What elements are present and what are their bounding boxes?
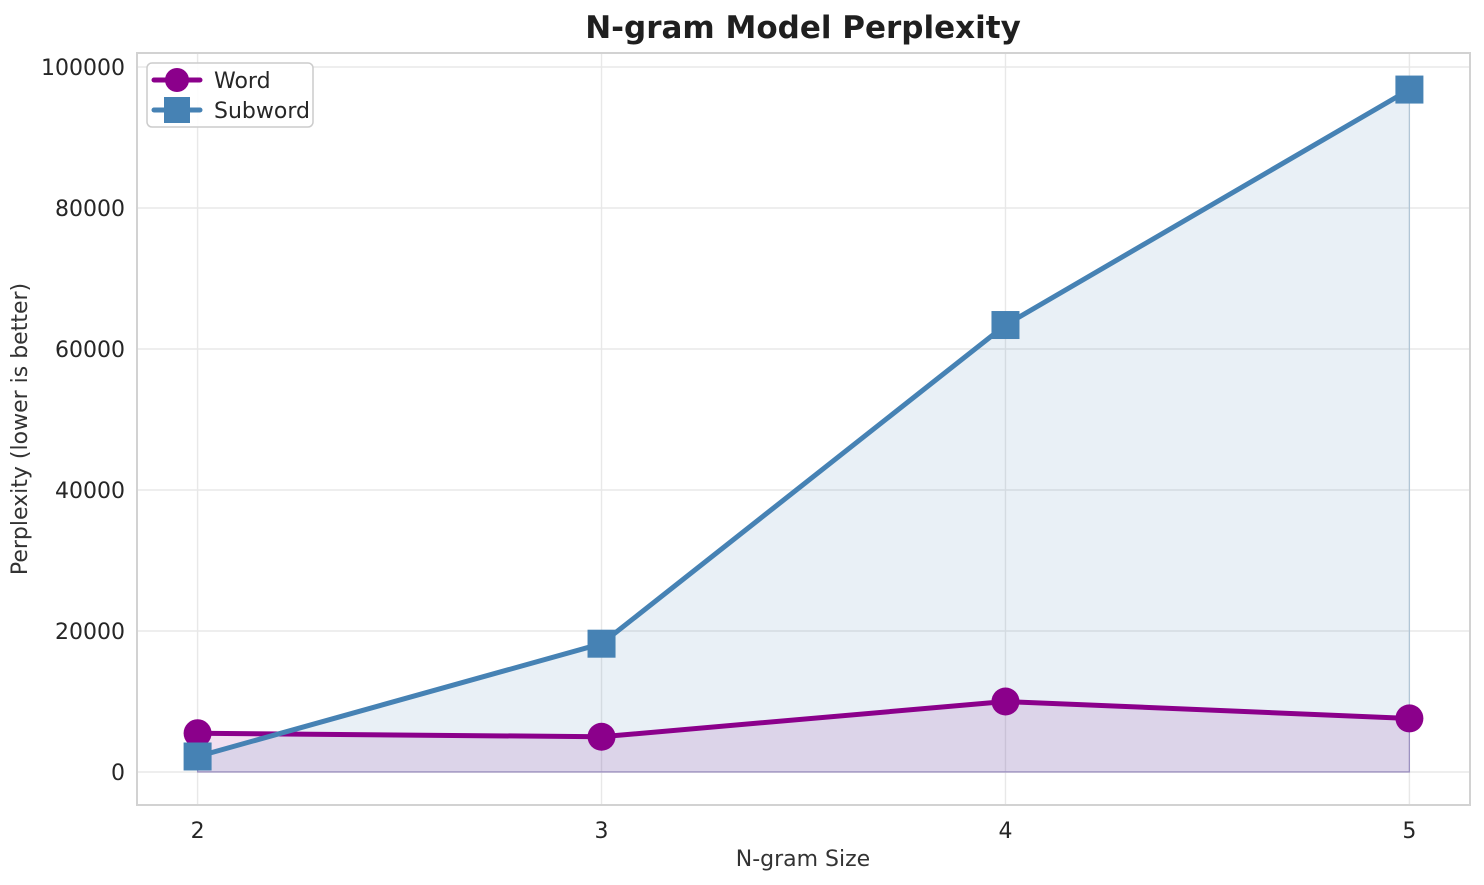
plot-frame bbox=[136, 52, 1471, 806]
legend-item-word: Word bbox=[151, 68, 271, 94]
y-tick-label: 20000 bbox=[55, 620, 125, 645]
y-tick-label: 60000 bbox=[55, 338, 125, 363]
x-tick-label: 2 bbox=[191, 819, 205, 844]
axes-border bbox=[136, 52, 1471, 806]
word-data-point-marker bbox=[587, 722, 616, 751]
tick-labels: 0 20000 40000 60000 80000 100000 2 3 4 5 bbox=[41, 56, 1416, 844]
word-legend-circle-marker bbox=[165, 68, 189, 92]
word-data-point-marker bbox=[1395, 704, 1424, 733]
gridlines bbox=[137, 53, 1470, 805]
y-tick-label: 100000 bbox=[41, 56, 125, 81]
x-tick-label: 5 bbox=[1402, 819, 1416, 844]
y-tick-label: 80000 bbox=[55, 197, 125, 222]
subword-data-point-marker bbox=[183, 742, 212, 771]
subword-data-point-marker bbox=[587, 629, 616, 658]
area-fills bbox=[196, 88, 1411, 773]
y-axis-title: Perplexity (lower is better) bbox=[8, 283, 33, 575]
series-line-word bbox=[195, 699, 1412, 740]
y-tick-label: 40000 bbox=[55, 479, 125, 504]
data-series bbox=[183, 75, 1424, 771]
subword-data-point-marker bbox=[991, 311, 1020, 340]
x-tick-label: 3 bbox=[595, 819, 609, 844]
x-tick-label: 4 bbox=[998, 819, 1012, 844]
word-data-point-marker bbox=[183, 719, 212, 748]
subword-legend-square-marker bbox=[164, 97, 190, 123]
legend: Word Subword bbox=[146, 62, 314, 128]
area-fill-subword bbox=[196, 88, 1411, 773]
word-data-point-marker bbox=[991, 687, 1020, 716]
x-axis-title: N-gram Size bbox=[736, 847, 870, 872]
legend-item-subword: Subword bbox=[151, 97, 310, 124]
word-legend-label: Word bbox=[214, 69, 271, 94]
chart-title: N-gram Model Perplexity bbox=[585, 10, 1021, 46]
subword-data-point-marker bbox=[1395, 75, 1424, 104]
series-line-subword bbox=[195, 87, 1412, 759]
subword-legend-label: Subword bbox=[214, 99, 310, 124]
y-tick-label: 0 bbox=[111, 761, 125, 786]
